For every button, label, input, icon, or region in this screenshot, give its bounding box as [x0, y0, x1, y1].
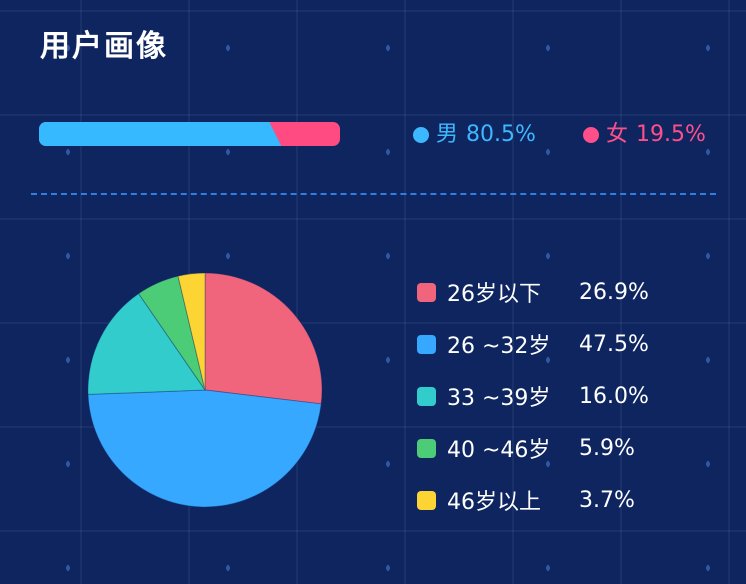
- pie-slice-over-46: [177, 272, 206, 391]
- pie-slice-33-39: [87, 292, 206, 395]
- legend-swatch: [417, 490, 436, 510]
- pie-slice-26-32: [87, 389, 322, 508]
- legend-male: 男 80.5%: [413, 120, 536, 150]
- male-percent: 80.5%: [466, 122, 536, 147]
- dashed-divider: [31, 193, 716, 195]
- legend-label: 26岁以下: [447, 282, 541, 307]
- female-dot-icon: [583, 127, 599, 143]
- legend-item-under-26: 26岁以下 26.9%: [417, 266, 649, 318]
- legend-label: 33 ~39岁: [447, 386, 551, 411]
- legend-item-26-32: 26 ~32岁 47.5%: [417, 318, 649, 370]
- male-label: 男: [436, 122, 459, 147]
- legend-value: 26.9%: [579, 279, 649, 305]
- legend-label: 46岁以上: [447, 490, 541, 515]
- legend-swatch: [417, 334, 436, 354]
- legend-value: 47.5%: [579, 331, 649, 357]
- section-title: 用户画像: [40, 29, 168, 64]
- legend-swatch: [417, 386, 436, 406]
- legend-item-over-46: 46岁以上 3.7%: [417, 474, 649, 526]
- pie-slices: [87, 272, 323, 508]
- age-legend: 26岁以下 26.9% 26 ~32岁 47.5% 33 ~39岁 16.0% …: [417, 266, 649, 526]
- legend-value: 5.9%: [579, 435, 635, 461]
- legend-label: 26 ~32岁: [447, 334, 551, 359]
- legend-value: 16.0%: [579, 383, 649, 409]
- female-percent: 19.5%: [636, 122, 706, 147]
- pie-slice-under-26: [204, 272, 323, 405]
- legend-female: 女 19.5%: [583, 120, 706, 150]
- male-dot-icon: [413, 127, 429, 143]
- gender-ratio-bar: [39, 122, 340, 146]
- legend-value: 3.7%: [579, 487, 635, 513]
- legend-swatch: [417, 438, 436, 458]
- female-label: 女: [606, 122, 629, 147]
- legend-item-40-46: 40 ~46岁 5.9%: [417, 422, 649, 474]
- legend-swatch: [417, 282, 436, 302]
- gender-bar-male-fill: [39, 122, 281, 146]
- legend-item-33-39: 33 ~39岁 16.0%: [417, 370, 649, 422]
- pie-slice-40-46: [137, 275, 206, 391]
- legend-label: 40 ~46岁: [447, 438, 551, 463]
